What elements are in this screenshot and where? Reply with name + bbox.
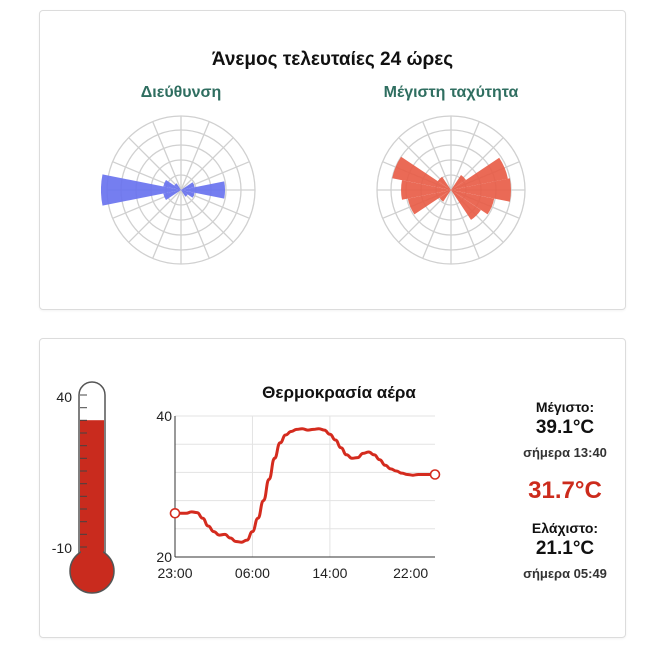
- thermometer-bulb: [69, 548, 115, 594]
- thermometer-top-label: 40: [56, 389, 72, 405]
- temperature-endpoint: [429, 469, 441, 480]
- direction-rose-petal: [181, 190, 188, 197]
- direction-rose-petal: [101, 174, 181, 206]
- speed-rose-petal: [439, 190, 451, 202]
- wind-card: Άνεμος τελευταίες 24 ώρες Διεύθυνση Μέγι…: [39, 10, 626, 310]
- y-tick-label: 40: [156, 408, 172, 424]
- speed-rose-petal: [451, 178, 511, 202]
- direction-rose-petal: [181, 181, 226, 199]
- speed-rose-petal: [392, 156, 451, 190]
- min-value: 21.1°C: [535, 538, 595, 559]
- min-time: σήμερα 05:49: [523, 566, 607, 581]
- speed-rose-petal: [407, 190, 451, 215]
- thermometer-bottom-label: -10: [52, 540, 72, 556]
- x-tick-label: 14:00: [312, 565, 347, 581]
- temperature-line: [174, 427, 435, 544]
- direction-rose-petal: [163, 180, 181, 190]
- max-time: σήμερα 13:40: [523, 445, 607, 460]
- temperature-chart-title: Θερμοκρασία αέρα: [262, 383, 416, 402]
- speed-rose-petal: [451, 190, 495, 215]
- thermometer: 40 -10: [52, 381, 115, 594]
- wind-direction-rose: [101, 115, 256, 265]
- wind-title: Άνεμος τελευταίες 24 ώρες: [211, 49, 454, 70]
- speed-rose-petal: [437, 176, 451, 190]
- max-label: Μέγιστο:: [535, 399, 595, 415]
- wind-direction-label: Διεύθυνση: [140, 84, 222, 101]
- x-tick-label: 23:00: [157, 565, 192, 581]
- direction-rose-petal: [181, 190, 195, 198]
- max-value: 39.1°C: [535, 417, 595, 438]
- direction-rose-petal: [163, 190, 181, 200]
- wind-speed-label: Μέγιστη ταχύτητα: [383, 84, 519, 101]
- speed-rose-petal: [401, 180, 451, 200]
- direction-rose-petal: [181, 182, 195, 190]
- wind-speed-rose: [376, 115, 526, 265]
- x-tick-label: 06:00: [235, 565, 270, 581]
- current-temperature: 31.7°C: [528, 477, 602, 504]
- speed-rose-petal: [451, 190, 481, 220]
- chart-grid: [175, 415, 435, 558]
- x-tick-label: 22:00: [393, 565, 428, 581]
- min-label: Ελάχιστο:: [531, 520, 599, 536]
- y-tick-label: 20: [156, 549, 172, 565]
- temperature-card: 40 -10 Θερμοκρασία αέρα 40 20 23:00 06:00 14…: [39, 338, 626, 638]
- direction-rose-petal: [174, 183, 181, 190]
- speed-rose-petal: [451, 157, 508, 190]
- speed-rose-petal: [451, 175, 466, 190]
- temperature-endpoint: [169, 508, 181, 519]
